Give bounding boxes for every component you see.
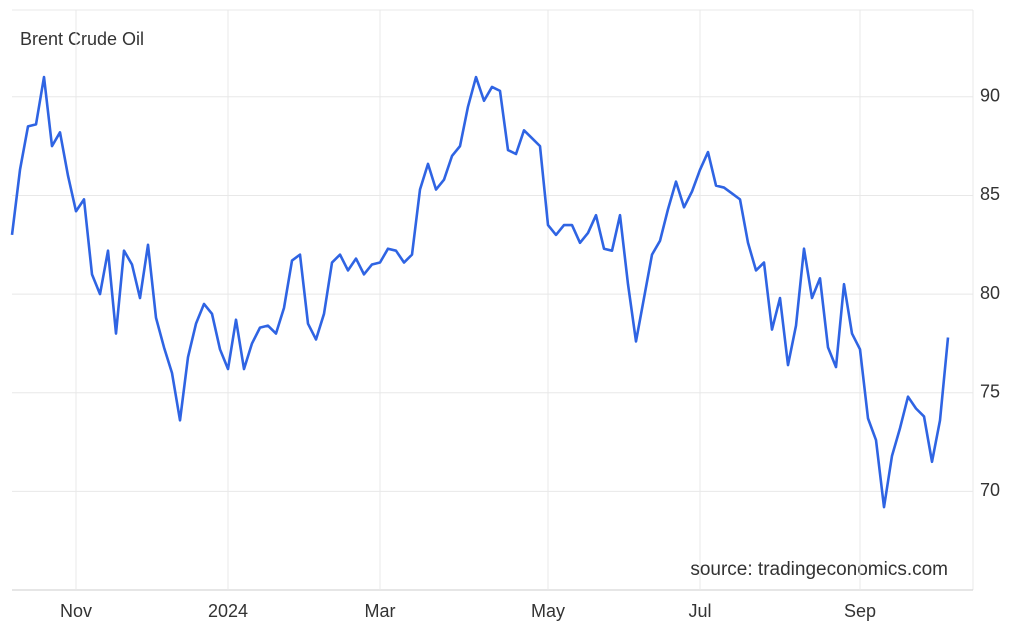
x-tick-label: Jul (688, 601, 711, 621)
price-line (10, 75, 950, 509)
x-tick-label: Mar (365, 601, 396, 621)
y-tick-label: 80 (980, 283, 1000, 303)
y-tick-label: 70 (980, 480, 1000, 500)
y-tick-label: 75 (980, 381, 1000, 401)
source: source: tradingeconomics.com (690, 559, 948, 580)
x-tick-label: May (531, 601, 565, 621)
y-tick-label: 90 (980, 86, 1000, 106)
x-tick-label: Nov (60, 601, 92, 621)
y-tick-label: 85 (980, 184, 1000, 204)
chart-title: Brent Crude Oil (20, 29, 144, 49)
x-tick-label: 2024 (208, 601, 248, 621)
x-tick-label: Sep (844, 601, 876, 621)
